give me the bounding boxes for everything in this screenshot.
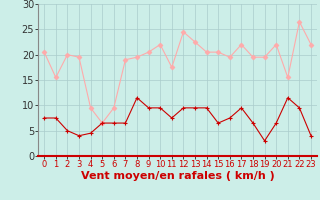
X-axis label: Vent moyen/en rafales ( km/h ): Vent moyen/en rafales ( km/h ) bbox=[81, 171, 275, 181]
